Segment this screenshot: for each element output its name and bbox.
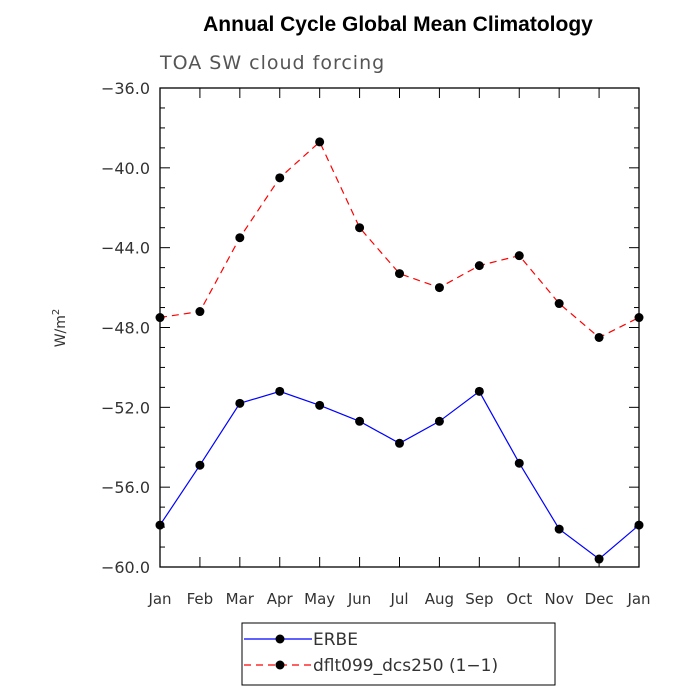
- legend-erbe-marker: [275, 634, 285, 644]
- y-tick-label: −56.0: [101, 478, 150, 497]
- legend-model-marker: [275, 660, 285, 670]
- series-1-point: [594, 332, 604, 342]
- x-tick-label: Apr: [267, 590, 294, 608]
- series-0-point: [554, 524, 564, 534]
- series-1-point: [275, 173, 285, 183]
- series-1-point: [395, 269, 404, 279]
- series-0-point: [434, 416, 444, 426]
- x-tick-label: Jan: [626, 590, 650, 608]
- x-tick-label: Mar: [226, 590, 255, 608]
- chart-title: Annual Cycle Global Mean Climatology: [203, 13, 593, 36]
- series-0-point: [235, 398, 245, 408]
- series-0-point: [474, 386, 484, 396]
- series-0-point: [395, 438, 404, 448]
- series-1-point: [514, 251, 524, 261]
- x-tick-label: Jun: [347, 590, 371, 608]
- legend-box: [241, 622, 556, 686]
- series-1-point: [434, 283, 444, 293]
- x-tick-label: Nov: [545, 590, 574, 608]
- series-0-point: [514, 458, 524, 468]
- plot-frame: [159, 87, 640, 568]
- series-1-point: [554, 299, 564, 309]
- x-tick-label: Feb: [187, 590, 214, 608]
- series-1-point: [474, 261, 484, 271]
- x-tick-label: Jan: [147, 590, 171, 608]
- y-axis-label: W/m2: [51, 309, 69, 348]
- x-tick-label: Sep: [465, 590, 493, 608]
- series-0-point: [155, 520, 165, 530]
- x-tick-label: Aug: [425, 590, 454, 608]
- x-tick-label: May: [304, 590, 335, 608]
- chart-subtitle: TOA SW cloud forcing: [159, 52, 385, 74]
- series-1-point: [235, 233, 245, 243]
- x-tick-label: Oct: [506, 590, 532, 608]
- x-tick-label: Dec: [585, 590, 614, 608]
- y-tick-label: −44.0: [101, 239, 150, 258]
- series-0-point: [195, 460, 205, 470]
- series-1-point: [155, 313, 165, 323]
- y-tick-label: −60.0: [101, 558, 150, 577]
- series-0-point: [634, 520, 644, 530]
- series-1-point: [634, 313, 644, 323]
- y-tick-label: −36.0: [101, 79, 150, 98]
- legend: ERBE dflt099_dcs250 (1−1): [241, 622, 556, 686]
- series-layer: [155, 137, 644, 564]
- series-1-point: [195, 307, 205, 317]
- series-1-point: [355, 223, 365, 233]
- legend-erbe-label: ERBE: [313, 630, 358, 650]
- series-line-1: [159, 140, 640, 339]
- y-tick-label: −40.0: [101, 159, 150, 178]
- series-0-point: [315, 400, 325, 410]
- series-0-point: [594, 554, 604, 564]
- series-1-point: [315, 137, 325, 147]
- x-tick-label: Jul: [389, 590, 408, 608]
- y-axis: −36.0 −40.0 −44.0 −48.0 −52.0 −56.0 −60.0: [101, 79, 639, 577]
- series-0-point: [275, 386, 285, 396]
- y-tick-label: −52.0: [101, 398, 150, 417]
- x-axis: Jan Feb Mar Apr May Jun Jul Aug Sep Oct Nov Dec Jan: [147, 88, 651, 608]
- legend-model-label: dflt099_dcs250 (1−1): [313, 656, 498, 676]
- y-tick-label: −48.0: [101, 319, 150, 338]
- series-line-0: [159, 390, 640, 560]
- series-0-point: [355, 416, 365, 426]
